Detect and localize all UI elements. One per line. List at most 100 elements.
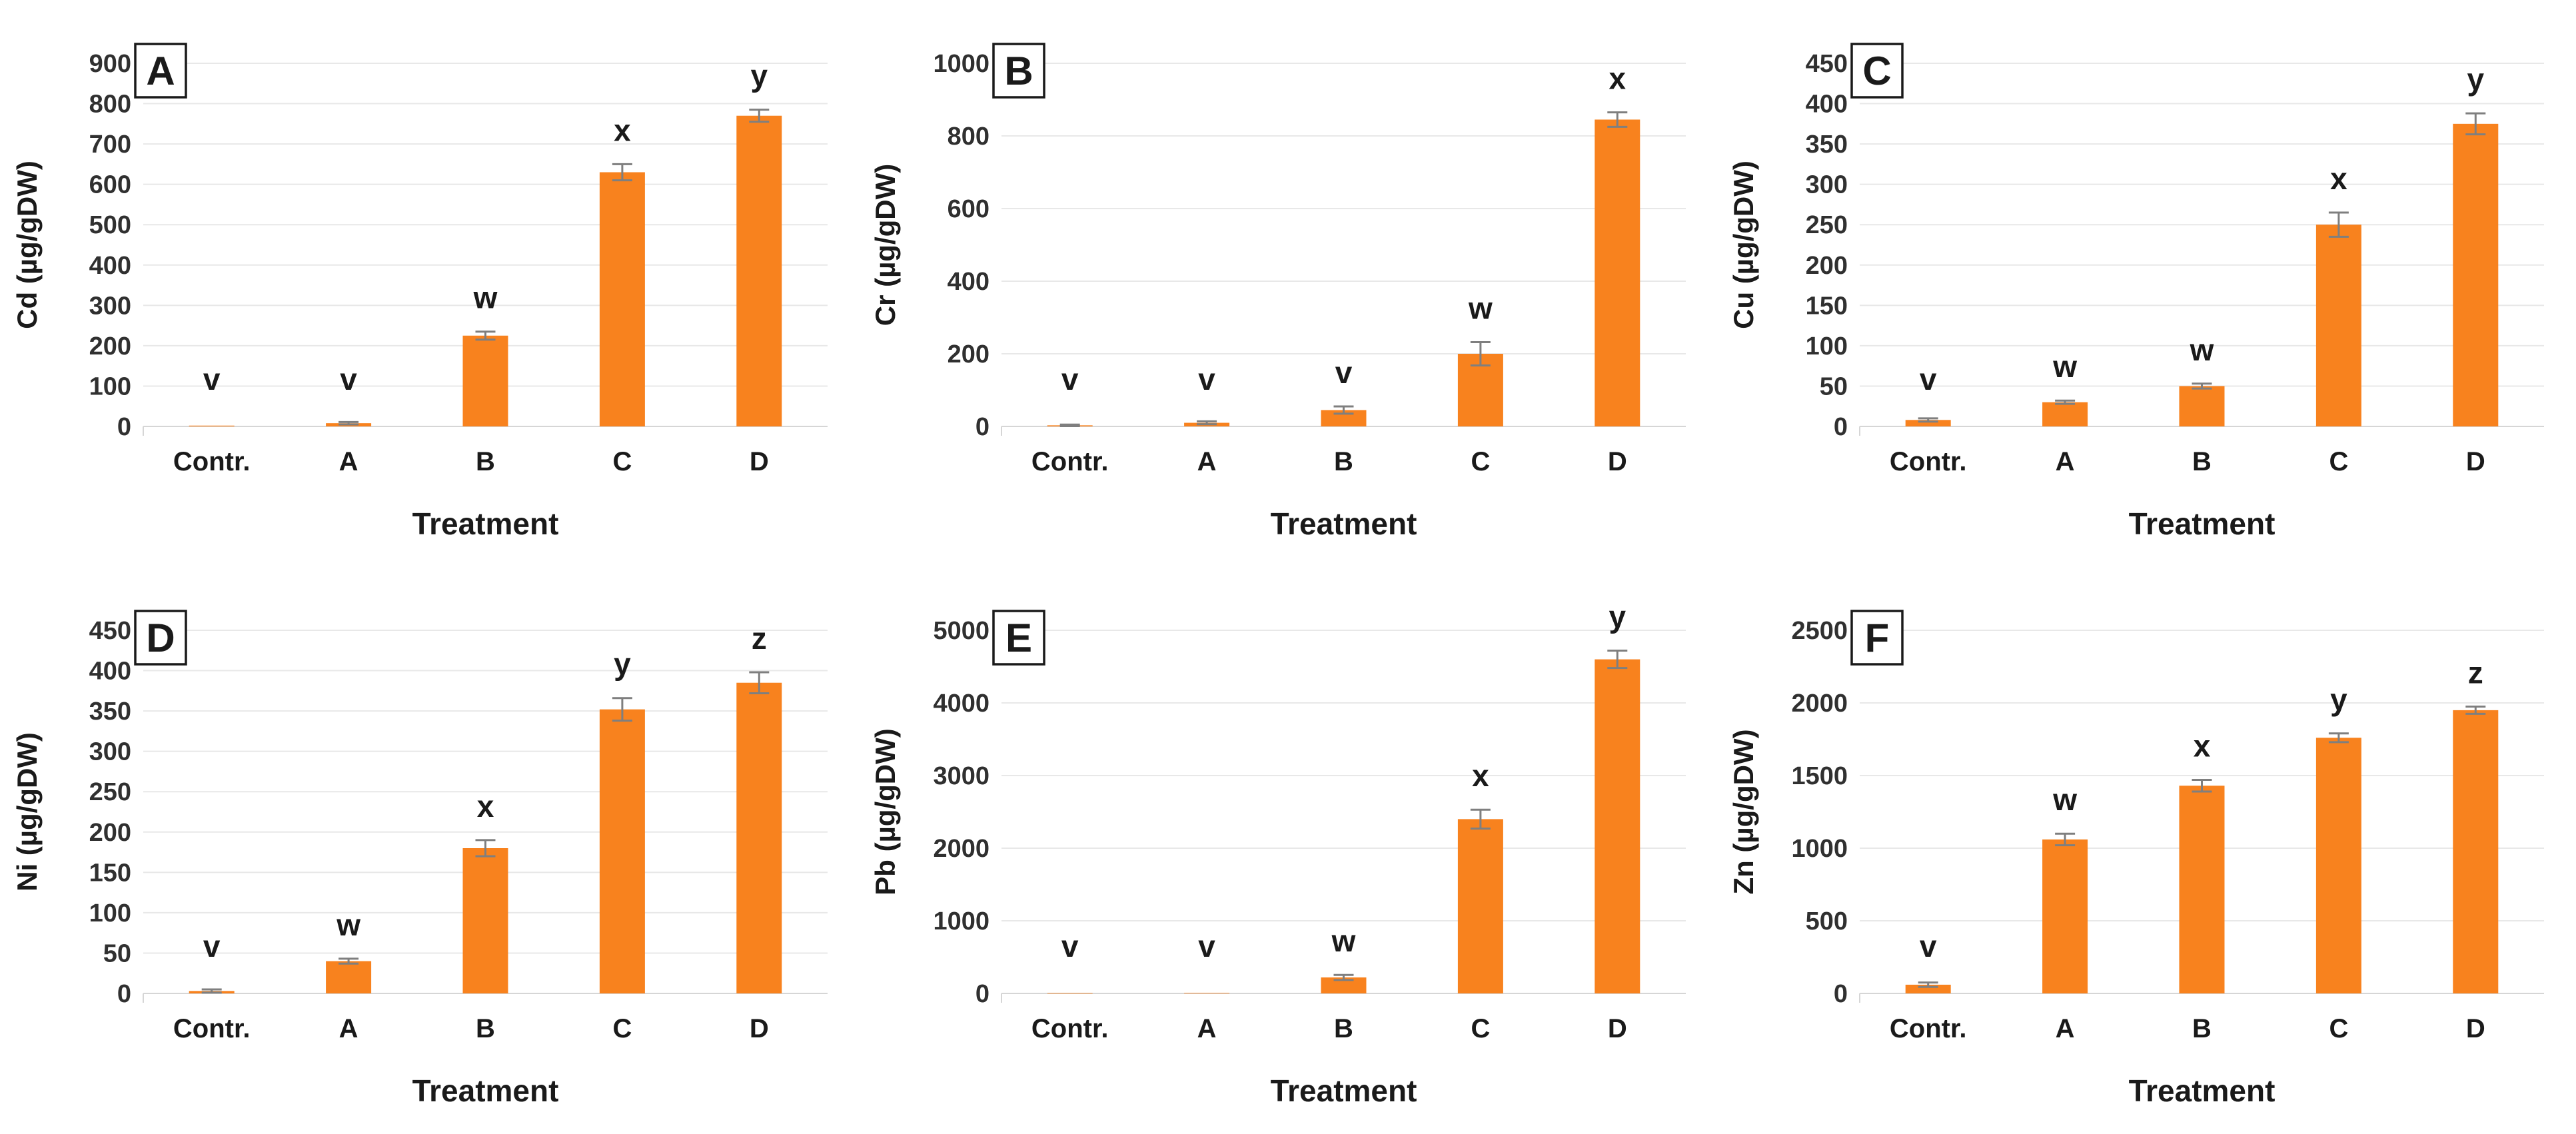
error-bar-A	[1197, 420, 1217, 426]
panel-letter-box	[1850, 43, 1904, 99]
sig-letter-C: x	[614, 113, 631, 147]
y-tick-label: 1000	[933, 907, 989, 935]
y-tick-label: 0	[975, 980, 989, 1008]
panel-D-chart: 0 50 100 150 200 250 300 350 400 450 Ni (µg/gDW) v C…	[11, 610, 828, 1108]
panel-letter-box	[1850, 610, 1904, 666]
y-tick-label: 250	[89, 778, 131, 806]
y-tick-label: 300	[1806, 171, 1848, 199]
sig-letter-Contr.: v	[1920, 362, 1937, 396]
y-tick-label: 100	[89, 899, 131, 927]
y-tick-label: 4000	[933, 690, 989, 718]
error-bar-D	[749, 109, 770, 123]
y-tick-label: 800	[89, 91, 131, 119]
sig-letter-D: y	[2467, 62, 2485, 97]
x-tick-label-C: C	[1471, 447, 1490, 476]
chart-panel-c: 0 50 100 150 200 250 300 350 400 450 Cu (µg/gDW) v C…	[1716, 0, 2575, 567]
x-tick-label-C: C	[1471, 1014, 1490, 1043]
panel-letter: F	[1865, 616, 1890, 660]
y-tick-label: 150	[89, 859, 131, 887]
sig-letter-B: w	[1331, 923, 1356, 958]
y-tick-label: 100	[89, 372, 131, 400]
sig-letter-C: x	[2330, 161, 2347, 196]
x-tick-label-Contr.: Contr.	[173, 1014, 251, 1043]
panel-letter: C	[1862, 49, 1891, 93]
bar-C	[2315, 225, 2361, 426]
panel-F-chart: 0 500 1000 1500 2000 2500 Zn (µg/gDW) v Contr. w A…	[1728, 610, 2544, 1108]
sig-letter-A: w	[2052, 782, 2077, 817]
bar-B	[1321, 977, 1367, 993]
sig-letter-C: y	[2330, 682, 2347, 717]
error-bar-A	[2055, 832, 2076, 847]
y-tick-label: 5000	[933, 617, 989, 645]
x-tick-label-D: D	[2466, 1014, 2485, 1043]
y-tick-label: 1000	[1791, 835, 1848, 863]
y-tick-label: 200	[1806, 252, 1848, 280]
sig-letter-B: v	[1335, 355, 1353, 390]
x-tick-label-D: D	[2466, 447, 2485, 476]
x-tick-label-A: A	[2056, 447, 2075, 476]
panel-letter: A	[146, 49, 175, 93]
bar-B	[462, 848, 508, 993]
y-tick-label: 600	[89, 171, 131, 199]
x-tick-label-Contr.: Contr.	[173, 447, 251, 476]
y-tick-label: 400	[948, 268, 989, 296]
y-axis-title: Ni (µg/gDW)	[11, 732, 43, 891]
y-tick-label: 500	[1806, 907, 1848, 935]
y-tick-label: 500	[89, 211, 131, 239]
error-bar-B	[2192, 779, 2212, 793]
chart-panel-d: 0 50 100 150 200 250 300 350 400 450 Ni (µg/gDW) v C…	[0, 567, 858, 1134]
bar-C	[599, 709, 645, 993]
y-tick-label: 1500	[1791, 762, 1848, 790]
y-tick-label: 200	[89, 819, 131, 847]
x-tick-label-A: A	[1197, 447, 1217, 476]
x-tick-label-A: A	[1197, 1014, 1217, 1043]
y-tick-label: 400	[1806, 91, 1848, 119]
y-axis-title: Zn (µg/gDW)	[1728, 729, 1759, 894]
error-bar-B	[475, 330, 496, 341]
y-tick-label: 400	[89, 252, 131, 280]
y-tick-label: 0	[117, 413, 131, 441]
error-bar-Contr.	[1918, 981, 1938, 988]
error-bar-A	[2055, 399, 2076, 405]
y-tick-label: 50	[1820, 372, 1848, 400]
y-tick-label: 3000	[933, 762, 989, 790]
bar-D	[2453, 710, 2499, 993]
error-bar-A	[338, 420, 359, 426]
error-bar-D	[2465, 705, 2486, 715]
sig-letter-D: z	[2468, 655, 2483, 690]
sig-letter-Contr.: v	[203, 362, 221, 396]
x-tick-label-D: D	[750, 1014, 769, 1043]
error-bar-Contr.	[201, 988, 222, 994]
error-bar-C	[2328, 211, 2349, 238]
y-tick-label: 0	[975, 413, 989, 441]
panel-C-chart: 0 50 100 150 200 250 300 350 400 450 Cu (µg/gDW) v C…	[1728, 43, 2544, 541]
panel-letter-box	[992, 610, 1045, 666]
y-tick-label: 200	[89, 332, 131, 360]
y-tick-label: 100	[1806, 332, 1848, 360]
y-tick-label: 250	[1806, 211, 1848, 239]
x-tick-label-C: C	[612, 1014, 632, 1043]
x-tick-label-B: B	[476, 1014, 495, 1043]
x-tick-label-A: A	[2056, 1014, 2075, 1043]
y-tick-label: 450	[1806, 50, 1848, 78]
x-tick-label-A: A	[339, 447, 358, 476]
y-tick-label: 300	[89, 292, 131, 320]
error-bar-D	[2465, 112, 2486, 136]
bar-C	[2315, 738, 2361, 993]
x-tick-label-B: B	[2192, 447, 2212, 476]
sig-letter-C: y	[614, 647, 631, 682]
sig-letter-A: w	[2052, 349, 2077, 384]
x-tick-label-B: B	[476, 447, 495, 476]
bar-B	[2179, 386, 2225, 426]
y-axis-title: Pb (µg/gDW)	[870, 728, 901, 895]
error-bar-D	[1607, 650, 1628, 670]
y-tick-label: 0	[1834, 413, 1848, 441]
panel-letter: D	[146, 616, 175, 660]
sig-letter-B: x	[477, 789, 494, 824]
bar-B	[2179, 786, 2225, 993]
y-tick-label: 350	[89, 698, 131, 726]
x-tick-label-Contr.: Contr.	[1031, 447, 1109, 476]
bar-C	[1457, 819, 1503, 993]
